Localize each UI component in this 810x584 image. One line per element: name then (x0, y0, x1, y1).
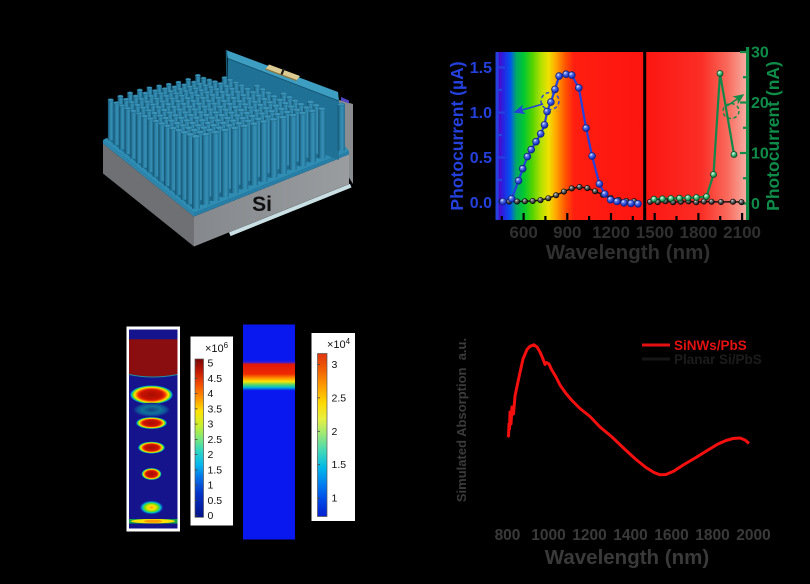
svg-text:Wavelength (nm): Wavelength (nm) (545, 546, 709, 569)
svg-text:2100: 2100 (723, 223, 761, 242)
svg-text:4.5: 4.5 (208, 373, 223, 385)
svg-text:1600: 1600 (654, 527, 688, 544)
svg-text:Simulated Absorption a.u.: Simulated Absorption a.u. (454, 338, 469, 502)
svg-text:0.5: 0.5 (470, 150, 492, 167)
svg-text:600: 600 (509, 223, 537, 242)
svg-text:Planar Si/PbS: Planar Si/PbS (674, 352, 762, 367)
svg-text:1.5: 1.5 (470, 60, 492, 77)
svg-text:30: 30 (751, 45, 769, 62)
svg-text:1: 1 (332, 493, 338, 505)
svg-text:1400: 1400 (613, 527, 647, 544)
svg-text:1.0: 1.0 (470, 105, 492, 122)
svg-text:1.5: 1.5 (332, 459, 347, 471)
svg-text:1800: 1800 (679, 223, 717, 242)
svg-text:0: 0 (751, 196, 760, 213)
svg-text:4: 4 (208, 388, 214, 400)
svg-text:1200: 1200 (572, 527, 606, 544)
svg-text:1: 1 (208, 480, 214, 492)
svg-text:1200: 1200 (592, 223, 630, 242)
svg-text:SiNWs/PbS: SiNWs/PbS (674, 338, 747, 353)
svg-text:2: 2 (332, 426, 338, 438)
svg-text:Photocurrent (nA): Photocurrent (nA) (763, 61, 783, 211)
svg-text:2000: 2000 (736, 527, 770, 544)
svg-text:2: 2 (208, 449, 214, 461)
svg-text:×106: ×106 (205, 341, 229, 355)
svg-text:3: 3 (332, 359, 338, 371)
svg-text:0: 0 (208, 510, 214, 522)
svg-text:Si: Si (252, 193, 272, 216)
svg-text:Photocurrent (µA): Photocurrent (µA) (447, 61, 467, 210)
svg-text:2.5: 2.5 (208, 434, 223, 446)
svg-text:800: 800 (495, 527, 521, 544)
svg-text:0.5: 0.5 (208, 495, 223, 507)
svg-text:1000: 1000 (531, 527, 565, 544)
svg-text:1500: 1500 (636, 223, 674, 242)
svg-text:3: 3 (208, 419, 214, 431)
svg-text:2.5: 2.5 (332, 392, 347, 404)
svg-text:0.0: 0.0 (470, 195, 492, 212)
svg-text:3.5: 3.5 (208, 403, 223, 415)
svg-text:900: 900 (553, 223, 581, 242)
svg-text:20: 20 (751, 95, 769, 112)
svg-text:×104: ×104 (327, 337, 351, 351)
svg-text:1800: 1800 (695, 527, 729, 544)
svg-text:1.5: 1.5 (208, 464, 223, 476)
svg-text:10: 10 (751, 146, 769, 163)
svg-text:Wavelength (nm): Wavelength (nm) (546, 241, 710, 264)
svg-text:5: 5 (208, 358, 214, 370)
